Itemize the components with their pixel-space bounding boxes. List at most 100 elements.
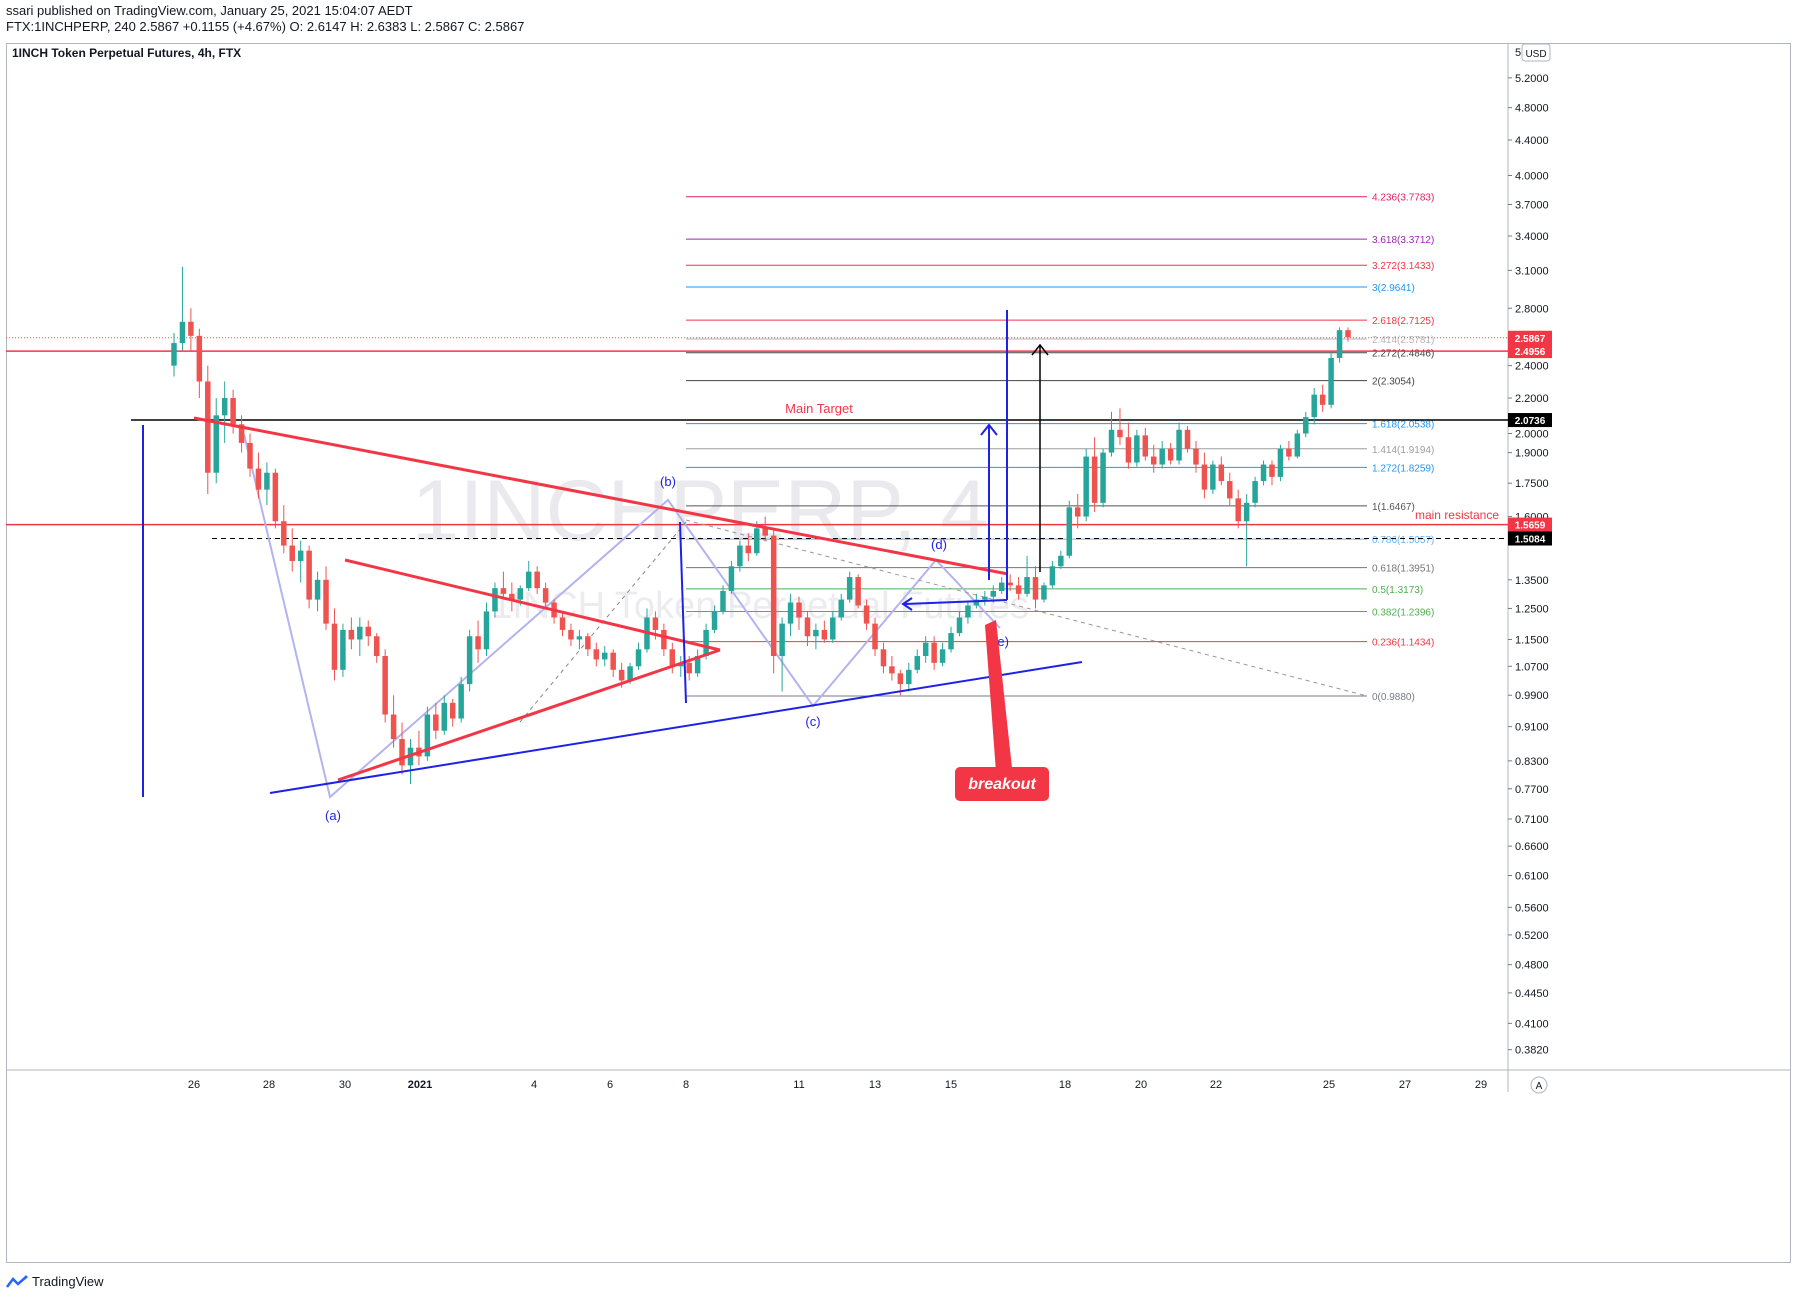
candle-body: [1303, 417, 1309, 434]
candle-body: [965, 605, 971, 618]
candle-body: [1024, 577, 1030, 594]
candle-body: [618, 669, 625, 681]
price-tick-label: 0.9900: [1515, 690, 1549, 702]
wave-label: (a): [325, 808, 341, 823]
candle-body: [1074, 507, 1081, 517]
price-tick-label: 0.7100: [1515, 814, 1549, 826]
price-tick-label: 5: [1515, 47, 1521, 59]
candle-body: [821, 629, 828, 640]
pennant-upper-line: [344, 558, 721, 652]
candle-body: [281, 521, 287, 546]
candle-body: [1193, 448, 1199, 465]
fib-level-label: 0.236(1.1434): [1372, 638, 1434, 649]
candle-body: [1218, 464, 1225, 482]
candle-body: [314, 579, 321, 600]
price-badge-label: 2.4956: [1515, 347, 1546, 358]
time-tick-label: 25: [1323, 1079, 1335, 1091]
fib-level-label: 0.5(1.3173): [1372, 585, 1423, 596]
price-tick-label: 0.4100: [1515, 1018, 1549, 1030]
price-badge: [1508, 344, 1552, 359]
candle-body: [745, 545, 752, 554]
candle-body: [813, 629, 819, 637]
candle-body: [171, 343, 177, 366]
horizontal-arrow-line: [904, 599, 1008, 605]
price-badge: [1508, 413, 1552, 428]
candle-body: [1260, 464, 1267, 482]
candle-body: [492, 588, 498, 612]
candle-body: [602, 652, 608, 660]
candle-body: [247, 442, 253, 469]
candle-body: [661, 629, 667, 650]
price-tick-label: 0.3820: [1515, 1045, 1549, 1057]
price-badge-label: 1.5659: [1515, 521, 1546, 532]
candle-body: [1142, 435, 1149, 457]
candle-body: [737, 545, 743, 567]
candle-body: [1328, 357, 1334, 405]
fib-level-label: 1.618(2.0538): [1372, 420, 1434, 431]
candle-body: [787, 602, 794, 624]
candle-body: [373, 636, 380, 657]
currency-button[interactable]: [1521, 43, 1551, 62]
candle-body: [694, 656, 701, 674]
fib-level-label: 3.618(3.3712): [1372, 235, 1434, 246]
price-badge: [1508, 531, 1552, 546]
candle-body: [230, 398, 236, 425]
price-tick-label: 4.0000: [1515, 171, 1549, 183]
time-tick-label: 4: [531, 1079, 537, 1091]
price-tick-label: 0.5600: [1515, 902, 1549, 914]
candle-body: [221, 398, 228, 416]
candle-body: [855, 577, 861, 606]
candle-body: [1286, 448, 1292, 457]
candle-body: [568, 629, 574, 640]
footer: TradingView: [6, 1274, 104, 1289]
price-tick-label: 1.7500: [1515, 478, 1549, 490]
candle-body: [348, 629, 355, 640]
candle-body: [1210, 464, 1216, 490]
candle-body: [306, 550, 312, 600]
candle-body: [1091, 456, 1098, 503]
candle-body: [703, 629, 709, 657]
price-tick-label: 0.8300: [1515, 756, 1549, 768]
symbol-quote: FTX:1INCHPERP, 240 2.5867 +0.1155 (+4.67…: [6, 19, 525, 34]
candle-body: [627, 666, 633, 681]
time-tick-label: 2021: [408, 1079, 432, 1091]
candle-body: [635, 649, 642, 667]
candle-body: [846, 577, 853, 600]
candle-body: [323, 579, 329, 624]
candle-body: [1252, 481, 1258, 503]
price-tick-label: 1.9000: [1515, 448, 1549, 460]
candle-body: [998, 582, 1005, 591]
auto-scale-button[interactable]: [1530, 1076, 1548, 1094]
candle-body: [804, 617, 811, 637]
candle-body: [517, 588, 524, 600]
time-tick-label: 13: [869, 1079, 881, 1091]
candle-body: [340, 629, 346, 670]
candle-body: [289, 545, 295, 561]
fib-level-label: 0.382(1.2396): [1372, 608, 1434, 619]
candle-body: [559, 617, 566, 630]
fib-level-label: 2(2.3054): [1372, 377, 1415, 388]
candle-body: [863, 605, 870, 624]
candle-body: [1150, 456, 1157, 465]
candle-body: [1134, 435, 1140, 463]
candle-body: [382, 656, 388, 715]
candle-body: [1108, 429, 1115, 453]
price-tick-label: 2.2000: [1515, 393, 1549, 405]
wave-path: [243, 433, 1001, 799]
candle-body: [897, 673, 904, 685]
tradingview-logo-icon: [6, 1275, 28, 1288]
price-tick-label: 5.2000: [1515, 73, 1549, 85]
candle-body: [711, 611, 718, 630]
candle-body: [889, 666, 895, 674]
candle-body: [652, 617, 659, 630]
fib-level-label: 1.414(1.9194): [1372, 445, 1434, 456]
candle-body: [534, 571, 540, 589]
candle-body: [948, 633, 954, 650]
wave-label: (c): [805, 714, 820, 729]
time-tick-label: 8: [683, 1079, 689, 1091]
candle-body: [872, 623, 878, 650]
time-tick-label: 22: [1210, 1079, 1222, 1091]
price-tick-label: 1.2500: [1515, 603, 1549, 615]
fib-level-label: 3.272(3.1433): [1372, 261, 1434, 272]
